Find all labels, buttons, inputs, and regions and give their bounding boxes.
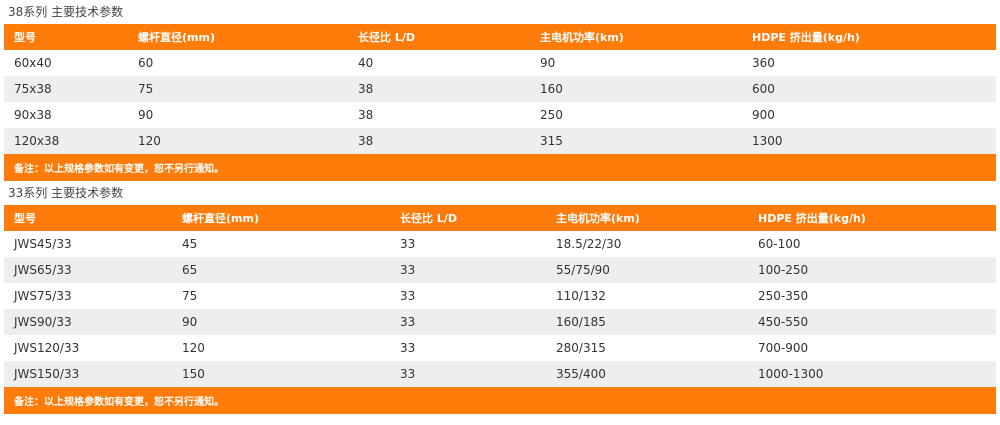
cell-hdpe-output: 60-100 [758,237,801,251]
table-header-row: 型号 螺杆直径(mm) 长径比 L/D 主电机功率(km) HDPE 挤出量(k… [4,205,996,231]
cell-ld-ratio: 38 [358,108,374,122]
section-title-38: 38系列 主要技术参数 [8,5,124,19]
cell-model: JWS120/33 [14,341,80,355]
cell-model: JWS150/33 [4,361,172,387]
cell-screw-diameter: 90 [172,309,390,335]
cell-ld-ratio: 38 [348,76,530,102]
cell-ld-ratio: 33 [390,309,546,335]
table-row: JWS75/33 75 33 110/132 250-350 [4,283,996,309]
cell-motor-power: 55/75/90 [546,257,748,283]
cell-hdpe-output: 450-550 [748,309,996,335]
cell-hdpe-output: 250-350 [758,289,809,303]
cell-hdpe-output: 100-250 [748,257,996,283]
cell-motor-power: 160/185 [546,309,748,335]
cell-ld-ratio: 33 [400,237,416,251]
cell-model: 75x38 [4,76,128,102]
table-row: JWS90/33 90 33 160/185 450-550 [4,309,996,335]
header-hdpe-output: HDPE 挤出量(kg/h) [748,205,996,231]
cell-hdpe-output: 900 [752,108,775,122]
table-row: 120x38 120 38 315 1300 [4,128,996,154]
header-model: 型号 [4,24,128,50]
cell-model: 60x40 [14,56,52,70]
cell-screw-diameter: 45 [182,237,198,251]
cell-motor-power: 160 [530,76,742,102]
cell-hdpe-output: 700-900 [758,341,809,355]
cell-ld-ratio: 33 [400,341,416,355]
header-hdpe-output: HDPE 挤出量(kg/h) [742,24,996,50]
cell-screw-diameter: 120 [182,341,205,355]
header-ld-ratio: 长径比 L/D [390,205,546,231]
cell-motor-power: 280/315 [556,341,606,355]
cell-motor-power: 250 [540,108,563,122]
cell-ld-ratio: 33 [390,361,546,387]
table-row: JWS150/33 150 33 355/400 1000-1300 [4,361,996,387]
cell-motor-power: 90 [540,56,556,70]
cell-screw-diameter: 65 [172,257,390,283]
cell-motor-power: 18.5/22/30 [556,237,622,251]
cell-model: JWS65/33 [4,257,172,283]
table-row: JWS65/33 65 33 55/75/90 100-250 [4,257,996,283]
cell-model: 120x38 [4,128,128,154]
table-row: 75x38 75 38 160 600 [4,76,996,102]
table-note: 备注：以上规格参数如有变更，恕不另行通知。 [4,387,996,414]
cell-screw-diameter: 120 [128,128,348,154]
cell-screw-diameter: 75 [182,289,198,303]
cell-screw-diameter: 150 [172,361,390,387]
header-model: 型号 [4,205,172,231]
cell-motor-power: 315 [530,128,742,154]
cell-screw-diameter: 90 [138,108,154,122]
section-title-33: 33系列 主要技术参数 [8,186,124,200]
cell-ld-ratio: 38 [348,128,530,154]
table-note-row: 备注：以上规格参数如有变更，恕不另行通知。 [4,154,996,181]
cell-hdpe-output: 1300 [742,128,996,154]
cell-hdpe-output: 360 [752,56,775,70]
table-note-row: 备注：以上规格参数如有变更，恕不另行通知。 [4,387,996,414]
table-note: 备注：以上规格参数如有变更，恕不另行通知。 [4,154,996,181]
table-row: JWS120/33 120 33 280/315 700-900 [4,335,996,361]
cell-ld-ratio: 40 [358,56,374,70]
header-motor-power: 主电机功率(km) [546,205,748,231]
table-row: JWS45/33 45 33 18.5/22/30 60-100 [4,231,996,257]
cell-motor-power: 355/400 [546,361,748,387]
header-motor-power: 主电机功率(km) [530,24,742,50]
cell-screw-diameter: 60 [138,56,154,70]
table-header-row: 型号 螺杆直径(mm) 长径比 L/D 主电机功率(km) HDPE 挤出量(k… [4,24,996,50]
spec-table-33: 型号 螺杆直径(mm) 长径比 L/D 主电机功率(km) HDPE 挤出量(k… [4,205,996,414]
cell-hdpe-output: 600 [742,76,996,102]
cell-ld-ratio: 33 [390,257,546,283]
cell-screw-diameter: 75 [128,76,348,102]
cell-model: 90x38 [14,108,52,122]
cell-model: JWS45/33 [14,237,72,251]
header-screw-diameter: 螺杆直径(mm) [128,24,348,50]
table-row: 90x38 90 38 250 900 [4,102,996,128]
cell-model: JWS75/33 [14,289,72,303]
spec-table-38: 型号 螺杆直径(mm) 长径比 L/D 主电机功率(km) HDPE 挤出量(k… [4,24,996,181]
table-row: 60x40 60 40 90 360 [4,50,996,76]
cell-model: JWS90/33 [4,309,172,335]
cell-ld-ratio: 33 [400,289,416,303]
header-ld-ratio: 长径比 L/D [348,24,530,50]
cell-motor-power: 110/132 [556,289,606,303]
cell-hdpe-output: 1000-1300 [748,361,996,387]
header-screw-diameter: 螺杆直径(mm) [172,205,390,231]
